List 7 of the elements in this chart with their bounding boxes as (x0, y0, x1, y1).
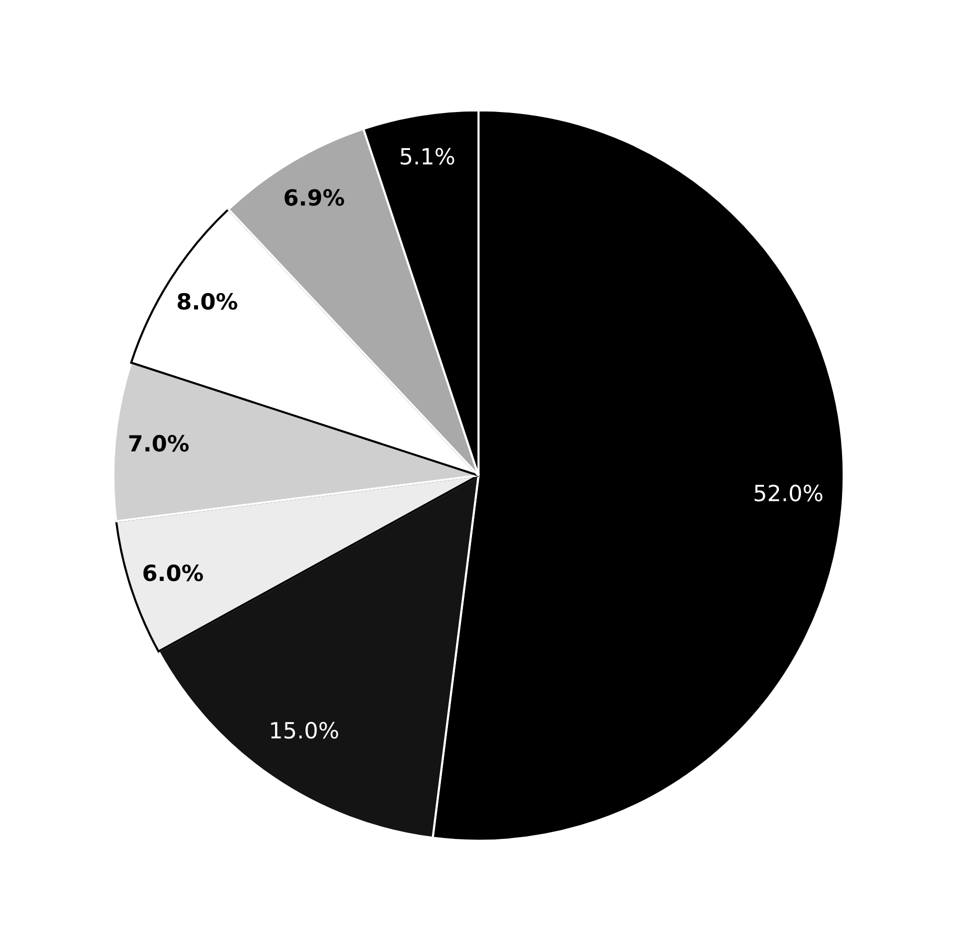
data-label: 52.0% (754, 484, 822, 502)
data-label: 7.0% (129, 434, 189, 452)
data-label: 15.0% (271, 722, 338, 739)
data-label: 6.0% (143, 564, 203, 582)
data-label: 8.0% (178, 292, 238, 310)
data-label: 6.9% (284, 189, 344, 206)
data-label: 5.1% (400, 148, 454, 165)
